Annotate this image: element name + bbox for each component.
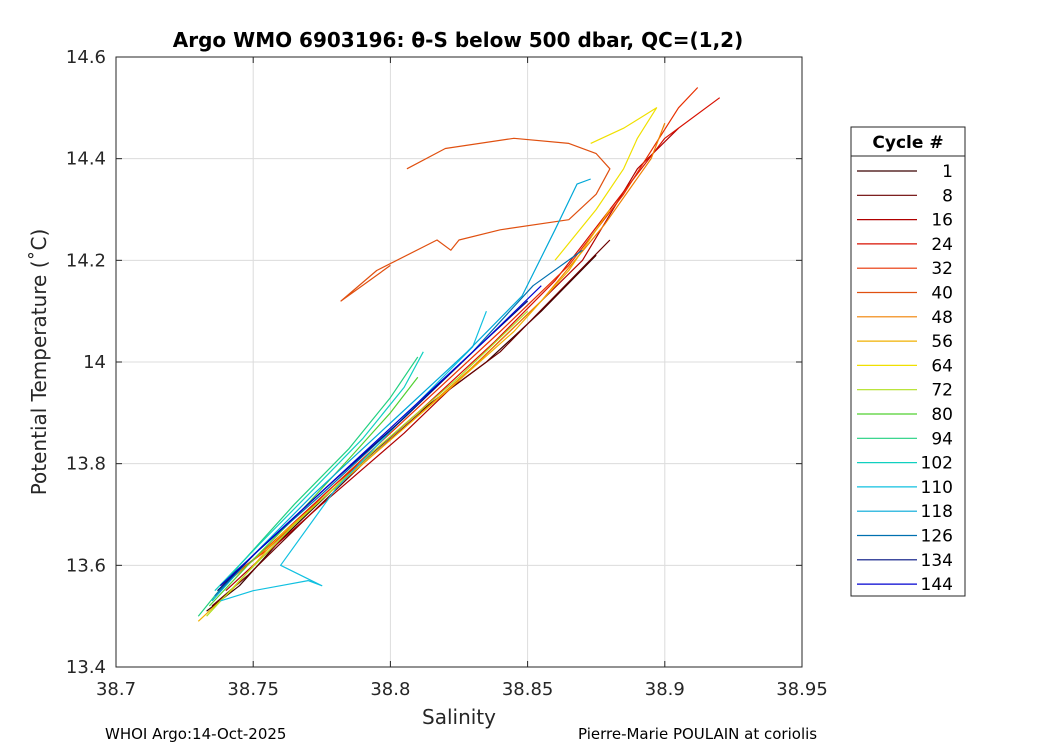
- series-line-cycle-110: [220, 310, 487, 602]
- legend-label-cycle-56: 56: [931, 332, 953, 352]
- y-axis-ticks: 13.4 13.6 13.8 14 14.2 14.4 14.6: [66, 47, 802, 678]
- x-tick-label: 38.9: [645, 679, 685, 700]
- legend-label-cycle-110: 110: [921, 478, 953, 498]
- legend-label-cycle-32: 32: [931, 259, 953, 279]
- series-line-cycle-144: [219, 285, 542, 587]
- grid: [116, 57, 802, 667]
- y-tick-label: 14.4: [66, 149, 106, 170]
- series-line-cycle-64: [554, 107, 658, 261]
- y-tick-label: 13.4: [66, 657, 106, 678]
- footer-credit-author: Pierre-Marie POULAIN at coriolis: [578, 725, 818, 743]
- legend-title: Cycle #: [872, 133, 943, 153]
- legend-label-cycle-80: 80: [931, 405, 953, 425]
- x-tick-label: 38.85: [502, 679, 554, 700]
- chart-title: Argo WMO 6903196: θ-S below 500 dbar, QC…: [173, 28, 743, 52]
- x-tick-label: 38.8: [370, 679, 410, 700]
- x-tick-label: 38.95: [776, 679, 828, 700]
- legend-box: [850, 126, 966, 597]
- series-line-cycle-102: [214, 351, 424, 592]
- legend-label-cycle-134: 134: [921, 551, 953, 571]
- legend-label-cycle-118: 118: [921, 502, 953, 522]
- series-line-cycle-72: [206, 310, 529, 617]
- legend-label-cycle-72: 72: [931, 381, 953, 401]
- legend-label-cycle-48: 48: [931, 308, 953, 328]
- x-tick-label: 38.7: [96, 679, 136, 700]
- y-axis-label: Potential Temperature (˚C): [27, 229, 51, 496]
- y-tick-label: 13.6: [66, 555, 106, 576]
- legend-label-cycle-1: 1: [942, 162, 953, 182]
- legend-label-cycle-8: 8: [942, 186, 953, 206]
- y-tick-label: 13.8: [66, 454, 106, 475]
- series-line-cycle-40: [340, 137, 611, 302]
- legend-label-cycle-16: 16: [931, 211, 953, 231]
- legend: Cycle # 18162432404856647280941021101181…: [850, 126, 966, 597]
- y-tick-label: 14: [83, 352, 106, 373]
- legend-label-cycle-102: 102: [921, 454, 953, 474]
- legend-entries: 1 8 16 24 32 40 48 56 64 72 80 94 102 110 118 126 134 144: [857, 162, 953, 595]
- y-tick-label: 14.6: [66, 47, 106, 68]
- legend-label-cycle-40: 40: [931, 284, 953, 304]
- legend-label-cycle-94: 94: [931, 429, 953, 449]
- series-line-cycle-80: [208, 376, 419, 607]
- legend-label-cycle-126: 126: [921, 527, 953, 547]
- x-axis-ticks: 38.7 38.75 38.8 38.85 38.9 38.95: [96, 57, 828, 700]
- legend-label-cycle-64: 64: [931, 356, 953, 376]
- y-tick-label: 14.2: [66, 250, 106, 271]
- footer-credit-date: WHOI Argo:14-Oct-2025: [105, 725, 287, 743]
- x-axis-label: Salinity: [422, 705, 496, 729]
- legend-label-cycle-24: 24: [931, 235, 953, 255]
- series-layer: [197, 87, 721, 622]
- x-tick-label: 38.75: [227, 679, 279, 700]
- series-line-cycle-118: [211, 178, 591, 602]
- legend-label-cycle-144: 144: [921, 575, 953, 595]
